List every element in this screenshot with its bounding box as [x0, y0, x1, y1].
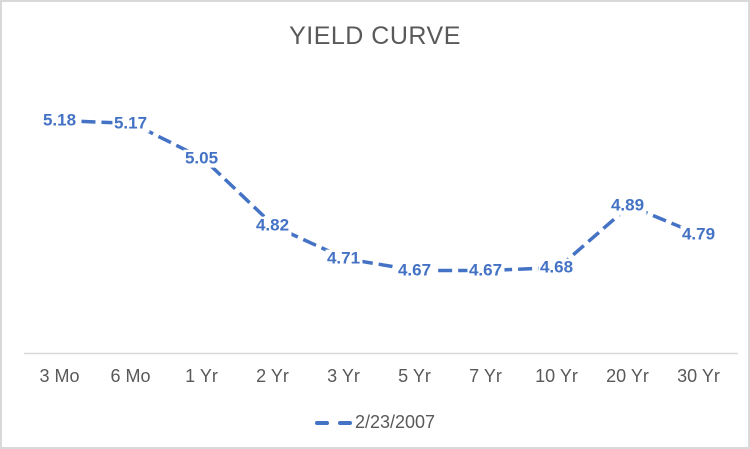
x-axis-label: 1 Yr — [185, 366, 218, 386]
data-label: 4.71 — [324, 248, 363, 269]
x-axis-label: 3 Yr — [327, 366, 360, 386]
x-axis-label: 10 Yr — [535, 366, 578, 386]
data-label: 5.05 — [182, 148, 221, 169]
x-axis-label: 20 Yr — [606, 366, 649, 386]
legend: 2/23/2007 — [2, 412, 748, 433]
data-label: 5.18 — [40, 110, 79, 130]
x-axis-label: 5 Yr — [398, 366, 431, 386]
data-label: 5.17 — [111, 113, 150, 133]
yield-curve-series-line — [61, 118, 702, 273]
x-axis-label: 3 Mo — [39, 366, 80, 386]
chart-title: YIELD CURVE — [289, 22, 461, 50]
legend-dash-line-icon — [314, 420, 352, 425]
data-label: 4.89 — [608, 195, 647, 216]
data-label: 4.68 — [537, 257, 576, 277]
x-axis-label: 30 Yr — [677, 366, 720, 386]
data-label: 4.79 — [679, 224, 718, 245]
x-axis-label: 2 Yr — [256, 366, 289, 386]
data-label: 4.67 — [466, 260, 505, 280]
legend-series-label: 2/23/2007 — [354, 412, 436, 432]
data-label: 4.67 — [395, 260, 434, 280]
x-axis-label: 7 Yr — [469, 366, 502, 386]
data-label: 4.82 — [253, 216, 292, 236]
x-axis-label: 6 Mo — [110, 366, 151, 386]
